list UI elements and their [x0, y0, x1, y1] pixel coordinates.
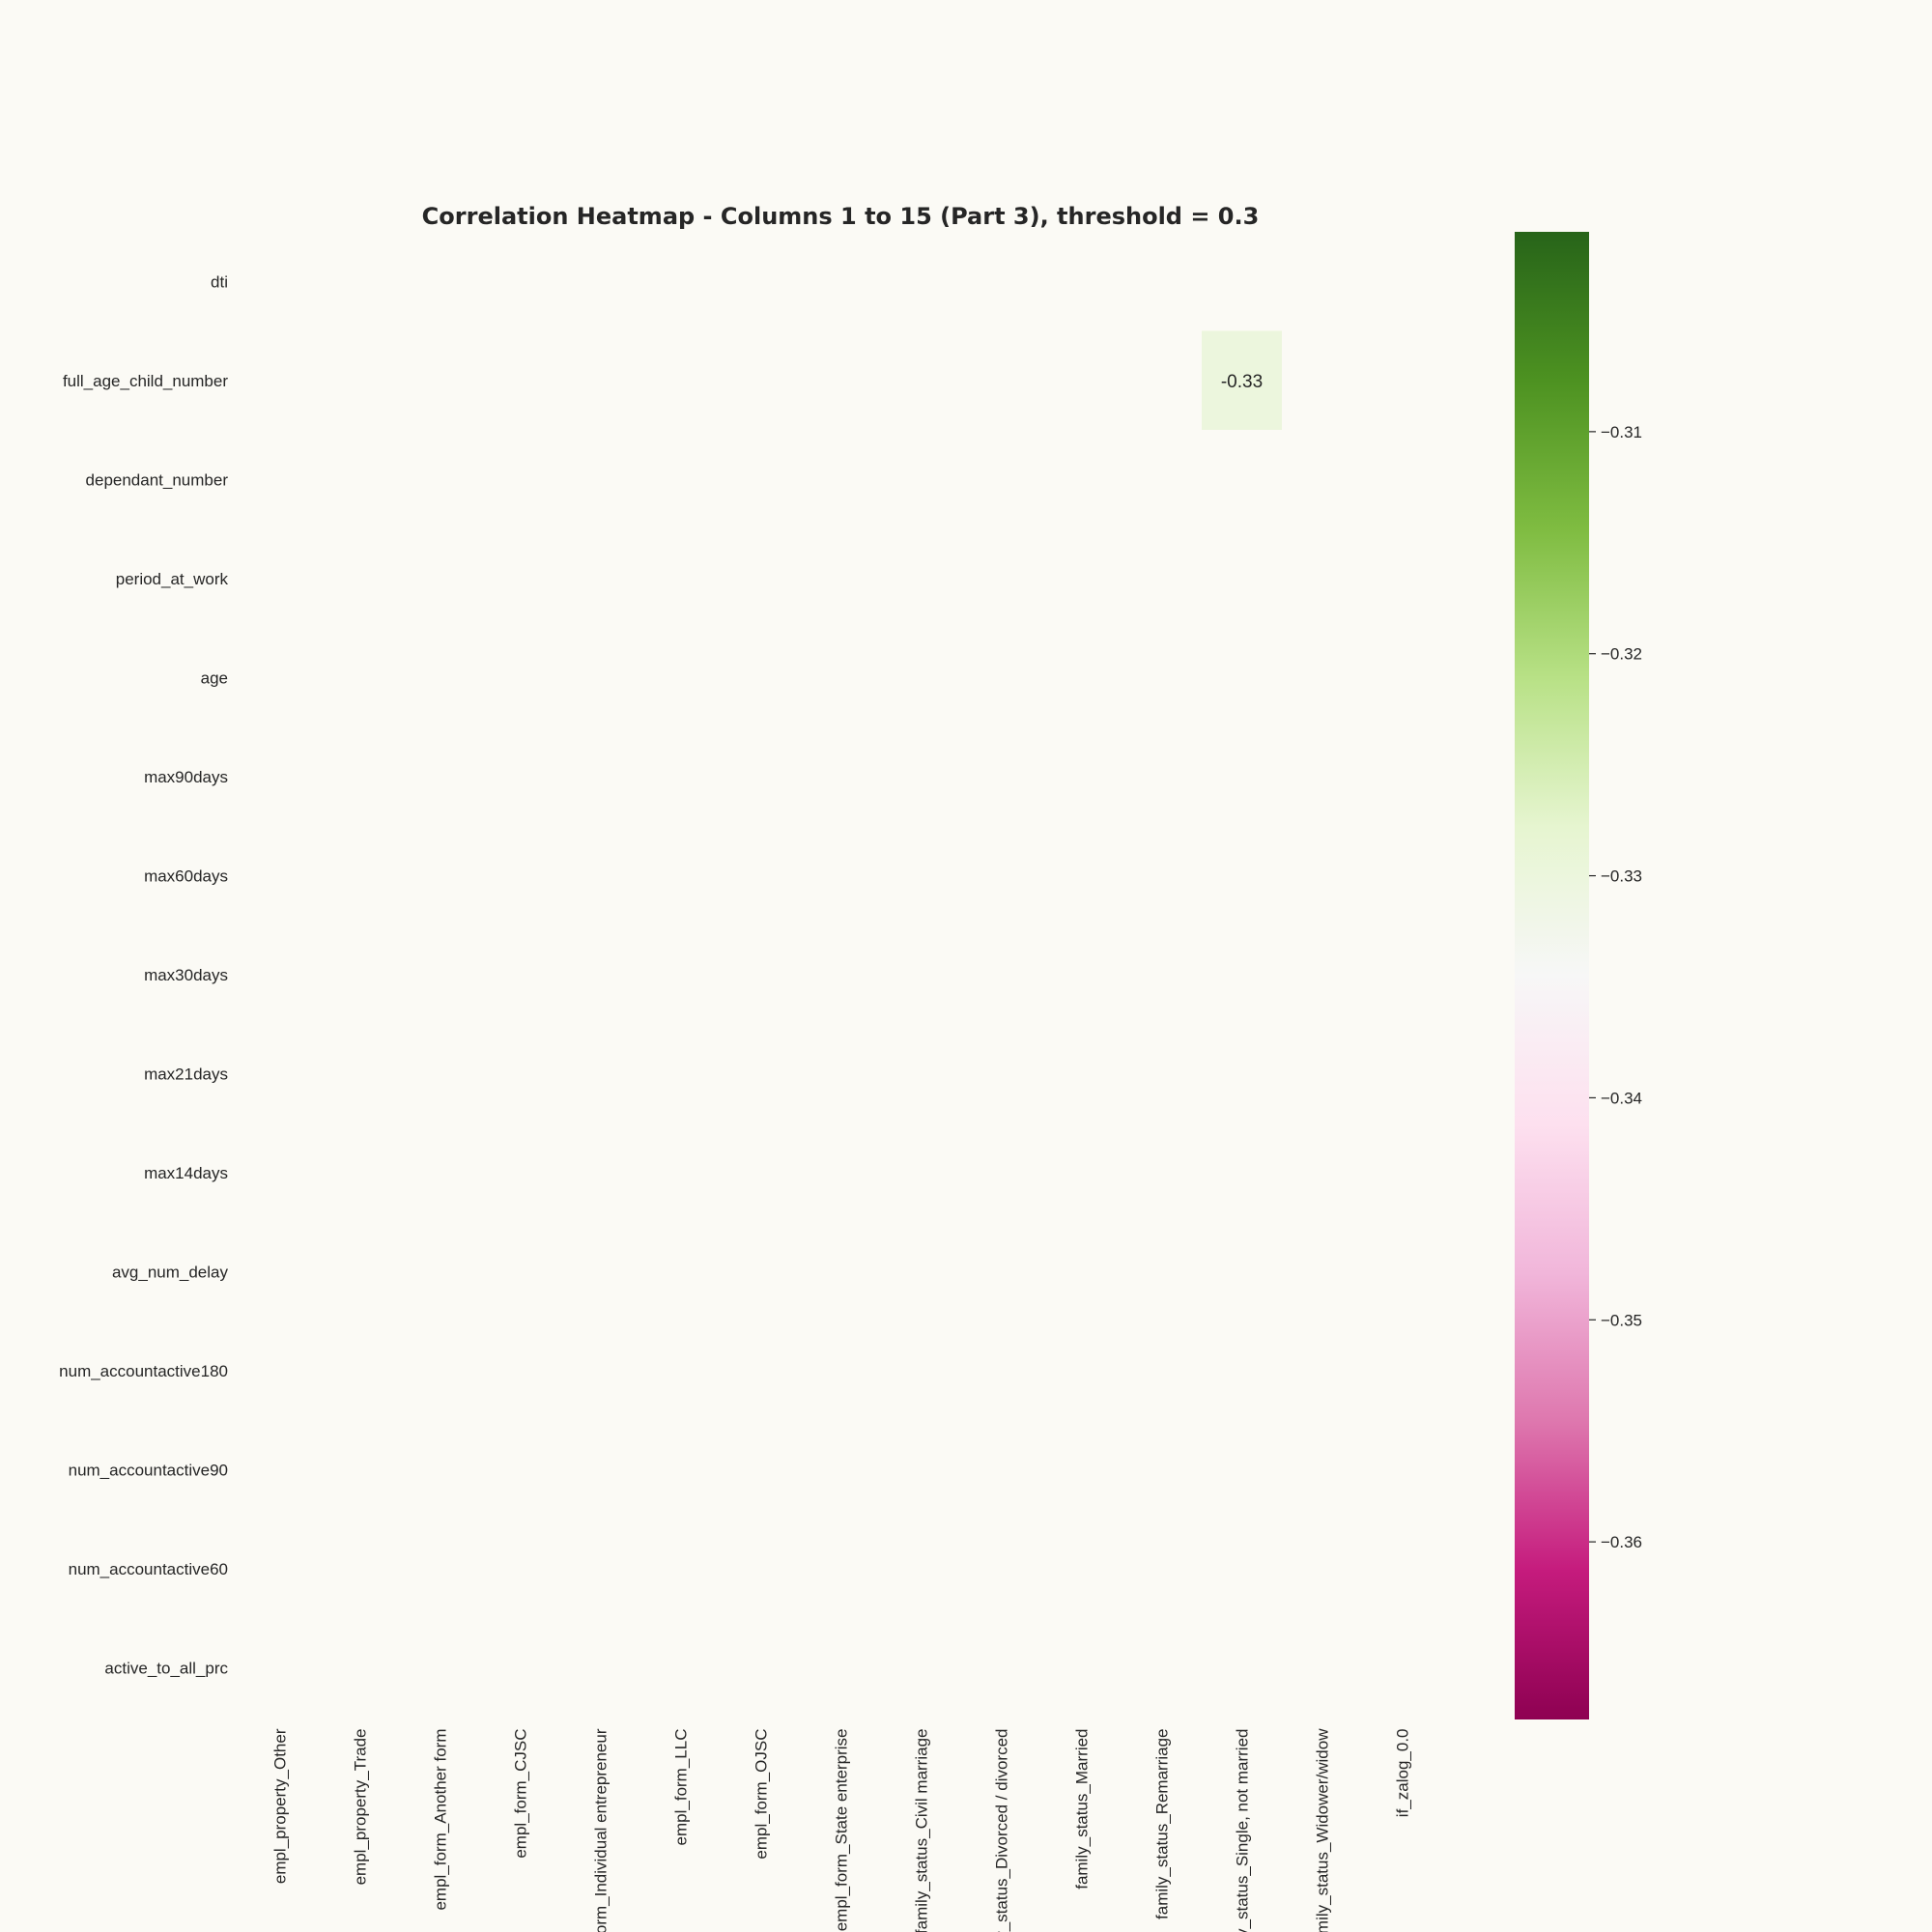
- colorbar-tick-label: −0.31: [1601, 423, 1642, 441]
- colorbar-tick-label: −0.34: [1601, 1089, 1642, 1107]
- row-label: active_to_all_prc: [104, 1659, 228, 1677]
- row-label: max14days: [144, 1164, 228, 1182]
- column-label: family_status_Civil marriage: [913, 1729, 931, 1932]
- column-label: family_status_Remarriage: [1153, 1729, 1172, 1919]
- row-label: max90days: [144, 768, 228, 786]
- colorbar-tick-label: −0.36: [1601, 1533, 1642, 1551]
- column-label: family_status_Single, not married: [1234, 1729, 1252, 1932]
- column-label: empl_form_State enterprise: [833, 1729, 851, 1932]
- row-label: age: [201, 668, 228, 687]
- row-label: full_age_child_number: [63, 372, 228, 390]
- row-label: period_at_work: [116, 570, 229, 588]
- colorbar-tick-label: −0.32: [1601, 645, 1642, 664]
- column-label: empl_form_Individual entrepreneur: [592, 1728, 611, 1932]
- column-label: family_status_Divorced / divorced: [993, 1729, 1011, 1932]
- column-label: empl_form_LLC: [672, 1729, 691, 1846]
- colorbar-gradient: [1515, 232, 1589, 1719]
- colorbar-ticks: −0.31 −0.32 −0.33 −0.34 −0.35 −0.36: [1589, 423, 1642, 1551]
- column-label: empl_property_Trade: [352, 1729, 370, 1886]
- column-label: empl_form_OJSC: [753, 1729, 771, 1860]
- heatmap-cell: [1202, 330, 1282, 430]
- row-labels: dti full_age_child_number dependant_number…: [59, 272, 228, 1677]
- row-label: dependant_number: [86, 470, 229, 489]
- row-label: avg_num_delay: [112, 1263, 229, 1281]
- row-label: max60days: [144, 867, 228, 885]
- colorbar: −0.31 −0.32 −0.33 −0.34 −0.35 −0.36: [1515, 232, 1642, 1719]
- column-label: empl_property_Other: [271, 1728, 290, 1884]
- column-label: family_status_Married: [1073, 1729, 1092, 1889]
- row-label: dti: [211, 272, 228, 291]
- heatmap-cells: -0.33: [1202, 330, 1282, 430]
- row-label: num_accountactive180: [59, 1362, 228, 1380]
- row-label: max30days: [144, 966, 228, 984]
- column-label: family_status_Widower/widow: [1314, 1728, 1332, 1932]
- row-label: max21days: [144, 1065, 228, 1083]
- cell-annotation: -0.33: [1221, 372, 1263, 392]
- chart-title: Correlation Heatmap - Columns 1 to 15 (P…: [422, 203, 1260, 230]
- column-label: empl_form_Another form: [432, 1729, 450, 1911]
- row-label: num_accountactive60: [69, 1560, 228, 1578]
- column-label: empl_form_CJSC: [512, 1729, 530, 1859]
- row-label: num_accountactive90: [69, 1461, 228, 1479]
- colorbar-tick-label: −0.35: [1601, 1311, 1642, 1329]
- column-labels: empl_property_Other empl_property_Trade em…: [271, 1728, 1412, 1932]
- column-label: if_zalog_0.0: [1394, 1729, 1412, 1818]
- colorbar-tick-label: −0.33: [1601, 867, 1642, 886]
